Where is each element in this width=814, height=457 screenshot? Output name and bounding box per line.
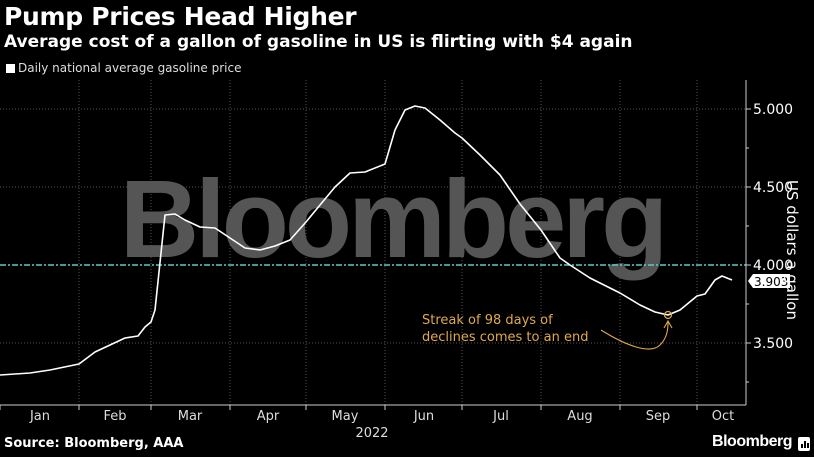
x-tick-may: May	[332, 409, 359, 424]
annotation-line-2: declines comes to an end	[422, 330, 588, 345]
x-tick-oct: Oct	[712, 409, 734, 424]
chart-title: Pump Prices Head Higher	[4, 2, 357, 31]
x-tick-mar: Mar	[178, 409, 203, 424]
y-tick-5000: 5.000	[753, 102, 793, 118]
bloomberg-chart-icon	[798, 437, 810, 451]
annotation-marker-icon	[663, 310, 673, 320]
x-tick-jun: Jun	[413, 409, 434, 424]
x-tick-jul: Jul	[492, 409, 509, 424]
y-axis-ticks	[746, 108, 751, 383]
source-note: Source: Bloomberg, AAA	[4, 436, 184, 451]
last-value-label: 3.903	[754, 275, 788, 289]
vertical-gridlines	[78, 80, 698, 405]
y-tick-labels: 5.000 4.500 4.000 3.500	[753, 102, 793, 352]
x-tick-sep: Sep	[646, 409, 671, 424]
horizontal-gridlines	[0, 108, 746, 344]
y-tick-4500: 4.500	[753, 180, 793, 196]
legend-swatch-icon	[6, 63, 15, 73]
annotation-arrowhead-icon	[663, 319, 673, 329]
chart-subtitle: Average cost of a gallon of gasoline in …	[4, 32, 633, 52]
y-tick-3500: 3.500	[753, 336, 793, 352]
y-tick-4000: 4.000	[753, 258, 793, 274]
y-axis-label: US dollars a gallon	[783, 180, 801, 320]
x-axis-ticks	[0, 405, 698, 410]
x-year-label: 2022	[355, 426, 388, 441]
brand-logo-text: Bloomberg	[712, 433, 792, 450]
legend: Daily national average gasoline price	[6, 61, 241, 75]
annotation-arrow-icon	[600, 321, 669, 350]
annotation-text: Streak of 98 days of declines comes to a…	[422, 313, 588, 345]
last-value-badge	[748, 274, 790, 288]
watermark-text: Bloomberg	[120, 158, 665, 281]
annotation-line-1: Streak of 98 days of	[422, 313, 553, 328]
x-tick-labels: Jan Feb Mar Apr May Jun Jul Aug Sep Oct …	[29, 409, 734, 441]
price-line	[0, 105, 733, 376]
x-tick-jan: Jan	[29, 409, 50, 424]
x-tick-feb: Feb	[103, 409, 126, 424]
x-tick-apr: Apr	[257, 409, 280, 424]
x-tick-aug: Aug	[567, 409, 592, 424]
legend-label: Daily national average gasoline price	[18, 61, 242, 75]
